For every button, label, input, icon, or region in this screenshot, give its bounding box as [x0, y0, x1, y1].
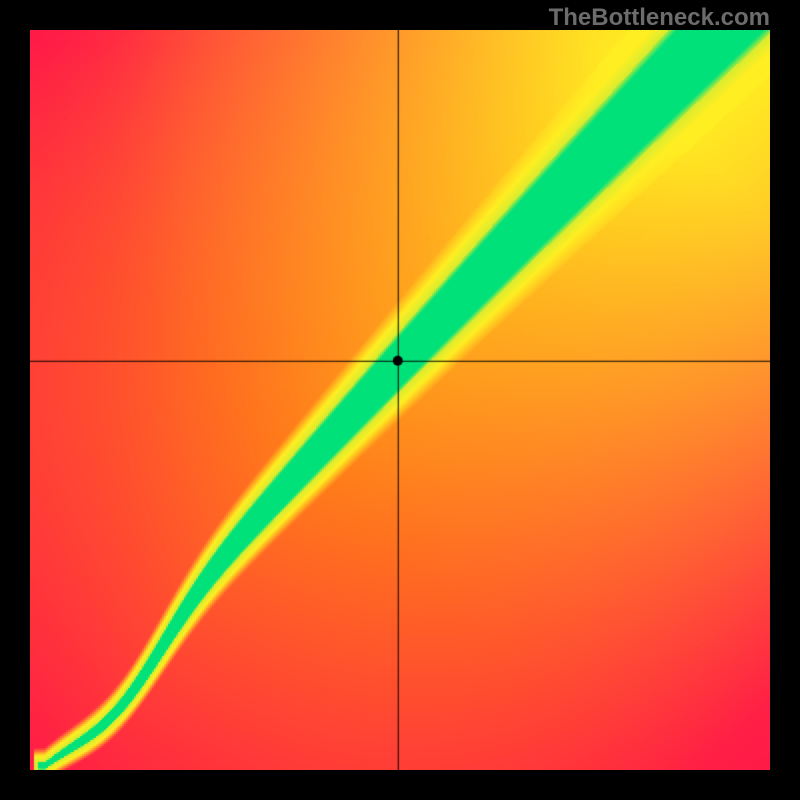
- chart-container: { "type": "heatmap", "image_size": { "w"…: [0, 0, 800, 800]
- watermark-text: TheBottleneck.com: [549, 4, 770, 32]
- bottleneck-heatmap: [30, 30, 770, 770]
